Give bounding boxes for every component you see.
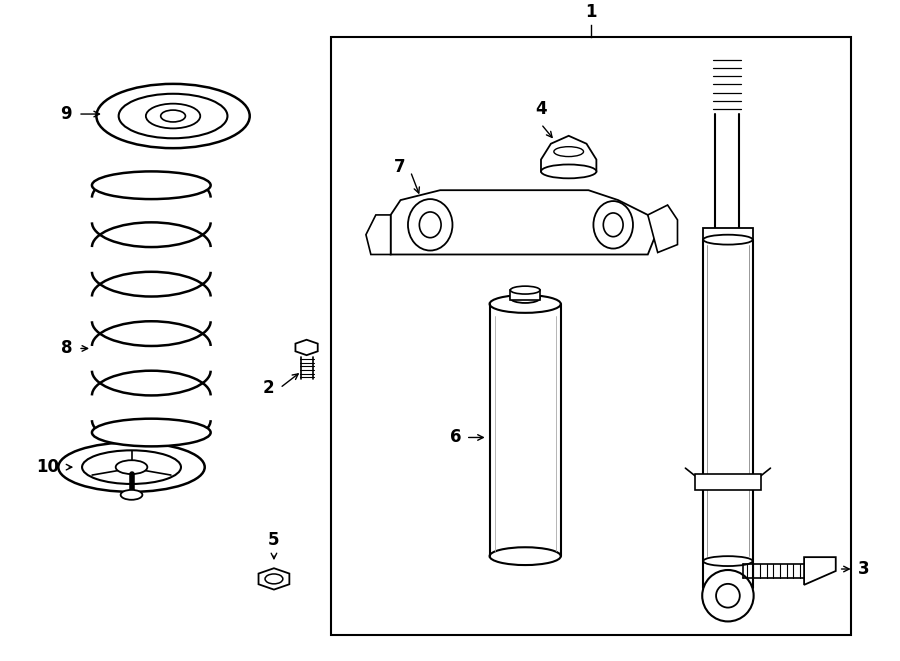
Polygon shape	[366, 215, 391, 254]
Text: 8: 8	[60, 340, 72, 358]
Ellipse shape	[541, 165, 597, 178]
Ellipse shape	[146, 104, 201, 128]
Ellipse shape	[510, 286, 540, 294]
Bar	[331, 37, 850, 635]
Ellipse shape	[490, 547, 561, 565]
Ellipse shape	[490, 295, 561, 313]
Ellipse shape	[161, 110, 185, 122]
Ellipse shape	[554, 147, 583, 157]
Ellipse shape	[419, 212, 441, 238]
Text: 6: 6	[450, 428, 462, 446]
Ellipse shape	[408, 199, 453, 251]
Polygon shape	[648, 205, 678, 253]
Text: 2: 2	[262, 379, 274, 397]
Ellipse shape	[265, 574, 283, 584]
Ellipse shape	[716, 584, 740, 607]
Text: 3: 3	[858, 560, 869, 578]
Polygon shape	[258, 568, 290, 590]
Polygon shape	[696, 474, 760, 490]
Ellipse shape	[703, 556, 752, 566]
Ellipse shape	[58, 442, 204, 492]
Text: 9: 9	[60, 105, 72, 123]
Text: 10: 10	[36, 458, 59, 476]
Text: 4: 4	[536, 100, 547, 118]
Ellipse shape	[121, 490, 142, 500]
Ellipse shape	[116, 460, 148, 474]
Ellipse shape	[96, 84, 249, 148]
Ellipse shape	[510, 293, 540, 303]
Bar	[703, 228, 752, 240]
Ellipse shape	[92, 171, 211, 199]
Ellipse shape	[82, 450, 181, 484]
Ellipse shape	[603, 213, 623, 237]
Text: 1: 1	[585, 3, 597, 21]
Ellipse shape	[119, 94, 228, 138]
Ellipse shape	[702, 570, 753, 621]
Polygon shape	[391, 190, 658, 254]
Text: 5: 5	[268, 531, 280, 549]
Polygon shape	[541, 136, 597, 171]
Polygon shape	[295, 340, 318, 355]
Polygon shape	[804, 557, 836, 585]
Ellipse shape	[703, 235, 752, 245]
Text: 7: 7	[394, 159, 406, 176]
Ellipse shape	[593, 201, 633, 249]
Ellipse shape	[92, 418, 211, 446]
Bar	[510, 290, 540, 300]
